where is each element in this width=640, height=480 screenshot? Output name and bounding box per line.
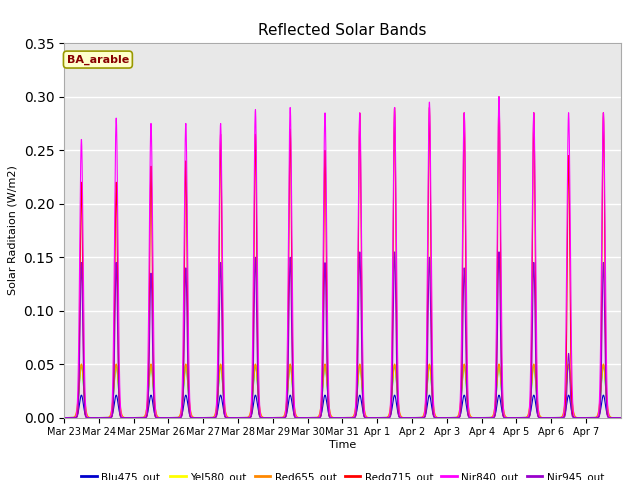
Redg715_out — [495, 94, 503, 100]
Legend: Blu475_out, Grn535_out, Yel580_out, Red655_out, Redg715_out, Nir840_out, Nir945_: Blu475_out, Grn535_out, Yel580_out, Red6… — [77, 468, 608, 480]
Nir840_out — [537, 415, 545, 420]
Grn535_out — [393, 387, 401, 393]
Nir840_out — [523, 415, 531, 420]
Nir840_out — [363, 415, 371, 420]
Yel580_out — [77, 361, 85, 367]
Y-axis label: Solar Raditaion (W/m2): Solar Raditaion (W/m2) — [8, 166, 18, 295]
Yel580_out — [60, 415, 68, 420]
Nir840_out — [495, 94, 503, 100]
Yel580_out — [364, 414, 371, 420]
Line: Blu475_out: Blu475_out — [64, 395, 621, 418]
X-axis label: Time: Time — [329, 440, 356, 450]
Blu475_out — [60, 415, 68, 420]
Red655_out — [77, 361, 85, 367]
Blu475_out — [364, 415, 371, 420]
Grn535_out — [523, 415, 531, 420]
Blu475_out — [523, 415, 531, 420]
Red655_out — [176, 413, 184, 419]
Grn535_out — [176, 414, 184, 420]
Redg715_out — [175, 415, 183, 420]
Grn535_out — [60, 415, 68, 420]
Nir840_out — [60, 415, 68, 420]
Yel580_out — [495, 361, 503, 367]
Title: Reflected Solar Bands: Reflected Solar Bands — [258, 23, 427, 38]
Blu475_out — [617, 415, 625, 420]
Redg715_out — [617, 415, 625, 420]
Yel580_out — [523, 414, 531, 420]
Nir945_out — [175, 415, 183, 420]
Yel580_out — [176, 414, 184, 420]
Red655_out — [523, 414, 531, 420]
Line: Grn535_out: Grn535_out — [64, 365, 621, 418]
Redg715_out — [523, 415, 531, 420]
Text: BA_arable: BA_arable — [67, 54, 129, 65]
Blu475_out — [495, 392, 503, 398]
Redg715_out — [393, 341, 401, 347]
Grn535_out — [537, 415, 545, 420]
Grn535_out — [77, 362, 85, 368]
Red655_out — [537, 414, 545, 420]
Red655_out — [617, 415, 625, 420]
Red655_out — [60, 415, 68, 420]
Redg715_out — [60, 415, 68, 420]
Grn535_out — [495, 362, 503, 368]
Nir840_out — [495, 96, 503, 102]
Line: Red655_out: Red655_out — [64, 364, 621, 418]
Yel580_out — [617, 415, 625, 420]
Nir840_out — [393, 289, 401, 295]
Blu475_out — [393, 404, 401, 410]
Blu475_out — [176, 415, 184, 420]
Nir945_out — [537, 415, 545, 420]
Redg715_out — [495, 98, 503, 104]
Nir840_out — [175, 415, 183, 420]
Yel580_out — [393, 384, 401, 390]
Red655_out — [364, 414, 371, 420]
Nir945_out — [363, 415, 371, 420]
Nir945_out — [495, 249, 503, 255]
Line: Nir945_out: Nir945_out — [64, 252, 621, 418]
Line: Redg715_out: Redg715_out — [64, 97, 621, 418]
Yel580_out — [537, 414, 545, 420]
Nir945_out — [617, 415, 625, 420]
Red655_out — [495, 361, 503, 367]
Redg715_out — [537, 415, 545, 420]
Blu475_out — [77, 392, 85, 398]
Line: Yel580_out: Yel580_out — [64, 364, 621, 418]
Nir945_out — [393, 375, 401, 381]
Red655_out — [393, 382, 401, 388]
Nir945_out — [60, 415, 68, 420]
Grn535_out — [364, 415, 371, 420]
Blu475_out — [537, 415, 545, 420]
Nir840_out — [617, 415, 625, 420]
Nir945_out — [523, 415, 531, 420]
Redg715_out — [363, 415, 371, 420]
Line: Nir840_out: Nir840_out — [64, 97, 621, 418]
Nir945_out — [495, 251, 503, 257]
Grn535_out — [617, 415, 625, 420]
